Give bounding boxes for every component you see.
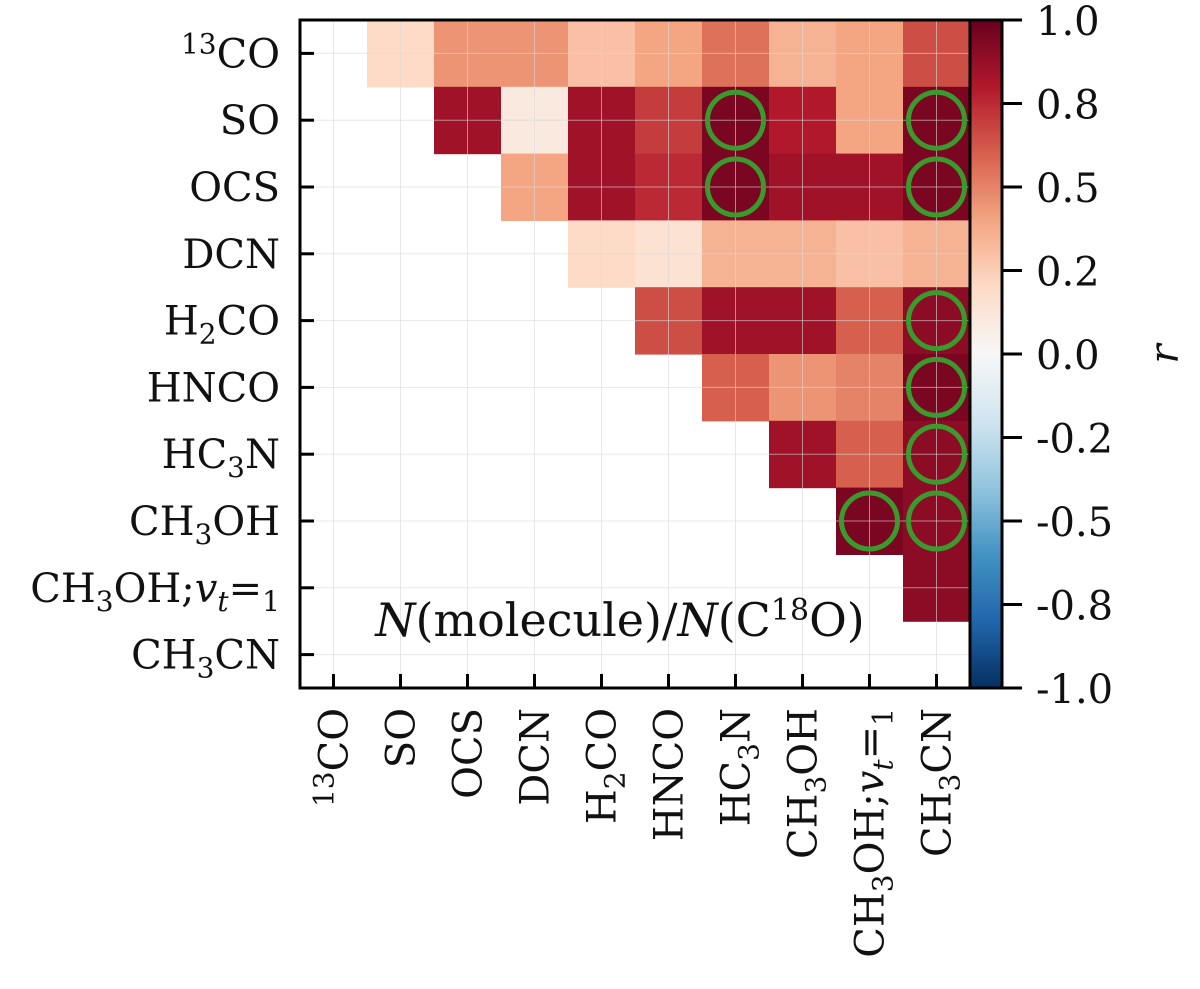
colorbar-ticks: 1.0 0.8 0.5 0.2 0.0 -0.2 -0.5 -0.8 -1.0 — [1002, 0, 1113, 713]
y-tick-label: CH3OH;vt=1 — [30, 566, 280, 618]
x-tick-label: HC3N — [714, 708, 766, 826]
x-axis-labels: 13CO SO OCS DCN H2CO HNCO HC3N CH3OH CH3OH;vt=1 C… — [308, 708, 967, 958]
chart-annotation: N(molecule)/N(C18O) — [374, 593, 864, 647]
x-tick-label: SO — [379, 708, 425, 768]
x-tick-label: 13CO — [308, 708, 358, 807]
colorbar-tick-label: -0.2 — [1036, 417, 1113, 463]
colorbar-tick-label: 0.5 — [1036, 166, 1100, 212]
significance-circle — [705, 89, 766, 151]
significance-circle — [906, 89, 967, 151]
colorbar-tick-label: 0.2 — [1036, 250, 1100, 296]
colorbar-label: r — [1142, 342, 1188, 364]
x-tick-label: DCN — [513, 708, 559, 806]
y-tick-label: CH3CN — [131, 633, 280, 685]
significance-circle — [906, 356, 967, 418]
colorbar — [968, 18, 1004, 690]
colorbar-tick-label: 1.0 — [1036, 0, 1100, 45]
x-tick-label: CH3OH;vt=1 — [848, 708, 900, 958]
highlight-circles — [705, 89, 967, 552]
colorbar-tick-label: -0.5 — [1036, 500, 1113, 546]
x-tick-label: H2CO — [580, 708, 632, 824]
colorbar-tick-label: -0.8 — [1036, 584, 1113, 630]
y-tick-label: OCS — [189, 165, 280, 211]
colorbar-tick-label: 0.0 — [1036, 333, 1100, 379]
colorbar-tick-label: 0.8 — [1036, 83, 1100, 129]
significance-circle — [906, 490, 967, 552]
y-tick-label: DCN — [182, 232, 280, 278]
y-axis-labels: 13CO SO OCS DCN H2CO HNCO HC3N CH3OH CH3OH;vt=1 C… — [30, 27, 280, 684]
significance-circle — [906, 423, 967, 485]
axis-ticks — [300, 51, 938, 688]
colorbar-tick-label: -1.0 — [1036, 667, 1113, 713]
x-tick-label: CH3CN — [915, 708, 967, 857]
significance-circle — [906, 156, 967, 218]
y-tick-label: H2CO — [164, 299, 280, 351]
y-tick-label: 13CO — [181, 27, 280, 77]
gridlines — [300, 20, 970, 688]
x-tick-label: CH3OH — [781, 708, 833, 859]
y-tick-label: SO — [220, 98, 280, 144]
significance-circle — [906, 290, 967, 352]
y-tick-label: CH3OH — [129, 499, 280, 551]
x-tick-label: OCS — [446, 708, 492, 799]
y-tick-label: HNCO — [147, 365, 280, 411]
significance-circle — [705, 156, 766, 218]
y-tick-label: HC3N — [162, 432, 280, 484]
significance-circle — [839, 490, 900, 552]
x-tick-label: HNCO — [647, 708, 693, 841]
